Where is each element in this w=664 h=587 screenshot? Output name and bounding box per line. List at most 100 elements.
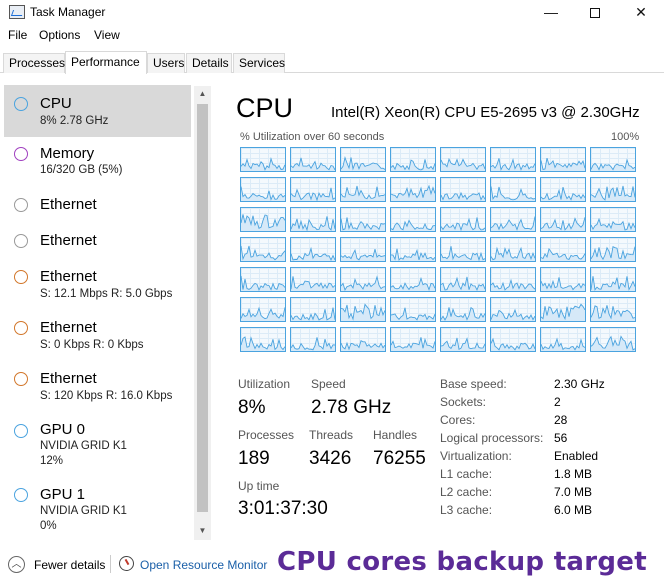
core-utilization-line <box>241 306 285 321</box>
core-utilization-line <box>491 278 535 291</box>
core-utilization-line <box>441 306 485 321</box>
scroll-up-icon[interactable]: ▲ <box>198 89 207 98</box>
annotation-caption: CPU cores backup target <box>277 547 647 577</box>
core-utilization-line <box>391 337 435 351</box>
core-graph <box>290 177 336 202</box>
core-utilization-line <box>591 217 635 231</box>
core-utilization-stroke <box>241 306 285 320</box>
core-utilization-area <box>241 246 285 261</box>
sidebar-item-gpu-1[interactable]: GPU 1 NVIDIA GRID K1 0% <box>4 483 191 541</box>
resource-sidebar: CPU 8% 2.78 GHz Memory 16/320 GB (5%) Et… <box>0 82 212 542</box>
core-utilization-stroke <box>441 191 485 201</box>
core-utilization-line <box>541 247 585 261</box>
core-utilization-stroke <box>441 337 485 350</box>
sidebar-item-memory[interactable]: Memory 16/320 GB (5%) <box>4 139 191 187</box>
core-utilization-area <box>241 214 285 231</box>
core-utilization-area <box>291 276 335 291</box>
spec-label: Logical processors: <box>440 431 544 445</box>
sidebar-item-ethernet-1[interactable]: Ethernet <box>4 191 191 225</box>
core-utilization-line <box>491 337 535 351</box>
core-utilization-area <box>491 186 535 201</box>
core-graph <box>240 237 286 262</box>
utilization-label: Utilization <box>238 377 291 391</box>
core-utilization-area <box>341 186 385 201</box>
core-graph <box>240 297 286 322</box>
core-graph <box>290 267 336 292</box>
core-utilization-stroke <box>341 248 385 261</box>
tab-performance[interactable]: Performance <box>65 51 147 74</box>
core-utilization-area <box>541 338 585 351</box>
core-graph <box>490 177 536 202</box>
tab-details[interactable]: Details <box>186 53 232 73</box>
core-utilization-line <box>591 246 635 261</box>
core-utilization-line <box>391 219 435 231</box>
cpu-model: Intel(R) Xeon(R) CPU E5-2695 v3 @ 2.30GH… <box>331 104 640 121</box>
core-graph <box>290 327 336 352</box>
core-graph <box>440 207 486 232</box>
core-graph <box>540 207 586 232</box>
sidebar-item-label: GPU 1 <box>40 486 86 503</box>
core-utilization-line <box>591 276 635 291</box>
tab-processes[interactable]: Processes <box>3 53 65 73</box>
core-graph <box>290 207 336 232</box>
menu-options[interactable]: Options <box>39 28 81 42</box>
sidebar-item-cpu[interactable]: CPU 8% 2.78 GHz <box>4 85 191 137</box>
sidebar-item-ethernet-5[interactable]: Ethernet S: 120 Kbps R: 16.0 Kbps <box>4 365 191 413</box>
core-utilization-area <box>441 193 485 201</box>
maximize-button[interactable] <box>572 0 618 26</box>
core-utilization-stroke <box>391 159 435 171</box>
sidebar-item-sub: S: 120 Kbps R: 16.0 Kbps <box>40 390 173 402</box>
core-utilization-line <box>491 186 535 201</box>
core-utilization-line <box>291 157 335 171</box>
core-graph <box>540 237 586 262</box>
tab-users[interactable]: Users <box>147 53 185 73</box>
tab-services[interactable]: Services <box>233 53 285 73</box>
speed-value: 2.78 GHz <box>311 397 392 418</box>
core-utilization-stroke <box>591 217 635 231</box>
core-graph <box>590 297 636 322</box>
core-utilization-stroke <box>391 219 435 231</box>
core-utilization-area <box>391 186 435 201</box>
core-utilization-line <box>391 248 435 261</box>
chevron-up-icon[interactable]: ︿ <box>8 556 25 573</box>
fewer-details-link[interactable]: Fewer details <box>34 558 106 572</box>
resource-monitor-icon[interactable] <box>119 556 134 571</box>
core-utilization-stroke <box>541 247 585 260</box>
core-graph <box>590 237 636 262</box>
core-graph <box>590 207 636 232</box>
core-utilization-stroke <box>491 216 535 231</box>
core-graph <box>440 147 486 172</box>
open-resource-monitor-link[interactable]: Open Resource Monitor <box>140 558 268 572</box>
sidebar-item-ethernet-2[interactable]: Ethernet <box>4 227 191 261</box>
core-utilization-line <box>441 191 485 201</box>
spec-label: Sockets: <box>440 395 487 409</box>
sidebar-item-sub: S: 12.1 Mbps R: 5.0 Gbps <box>40 288 173 300</box>
core-utilization-line <box>441 157 485 171</box>
core-utilization-line <box>291 187 335 201</box>
core-utilization-line <box>591 305 635 321</box>
sidebar-item-ethernet-3[interactable]: Ethernet S: 12.1 Mbps R: 5.0 Gbps <box>4 263 191 311</box>
core-graph <box>240 147 286 172</box>
core-utilization-stroke <box>491 337 535 351</box>
core-graph <box>490 327 536 352</box>
gpu-status-icon <box>14 424 28 438</box>
menu-view[interactable]: View <box>94 28 120 42</box>
core-graph <box>490 297 536 322</box>
core-utilization-stroke <box>491 186 535 201</box>
core-utilization-area <box>541 304 585 321</box>
sidebar-scrollbar[interactable]: ▲ ▼ <box>194 86 211 540</box>
sidebar-item-label: CPU <box>40 95 72 112</box>
close-button[interactable]: ✕ <box>635 4 647 20</box>
core-utilization-area <box>491 216 535 231</box>
scroll-down-icon[interactable]: ▼ <box>198 526 207 535</box>
spec-value: Enabled <box>554 449 599 463</box>
menu-file[interactable]: File <box>8 28 28 42</box>
core-utilization-line <box>241 245 285 261</box>
title-bar: Task Manager — ✕ <box>0 0 664 26</box>
core-utilization-stroke <box>541 337 585 351</box>
page-title: CPU <box>236 93 294 123</box>
minimize-button[interactable]: — <box>544 4 558 20</box>
sidebar-item-ethernet-4[interactable]: Ethernet S: 0 Kbps R: 0 Kbps <box>4 314 191 362</box>
scroll-thumb[interactable] <box>197 104 208 512</box>
sidebar-item-gpu-0[interactable]: GPU 0 NVIDIA GRID K1 12% <box>4 417 191 479</box>
